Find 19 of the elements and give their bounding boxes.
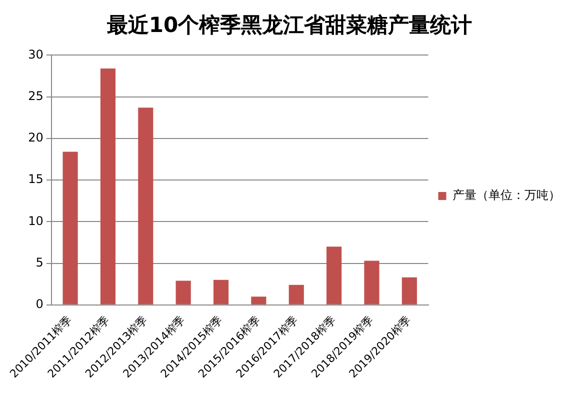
bar [402,277,417,304]
legend-label: 产量（单位：万吨） [452,188,560,202]
y-tick-label: 15 [28,172,44,186]
bar [326,246,342,304]
bar [288,284,304,304]
bar [100,68,116,304]
y-tick-label: 30 [28,47,44,62]
bar [62,152,78,304]
bar [251,296,266,304]
bar [364,260,380,304]
y-tick-label: 20 [28,130,44,145]
y-tick-label: 0 [36,297,44,312]
y-tick-label: 25 [28,88,44,103]
chart-title: 最近10个榨季黑龙江省甜菜糖产量统计 [106,13,472,38]
y-tick-label: 5 [36,255,44,270]
bar [176,280,191,304]
y-tick-label: 10 [28,214,44,228]
bar [213,280,229,304]
bar [138,108,154,304]
